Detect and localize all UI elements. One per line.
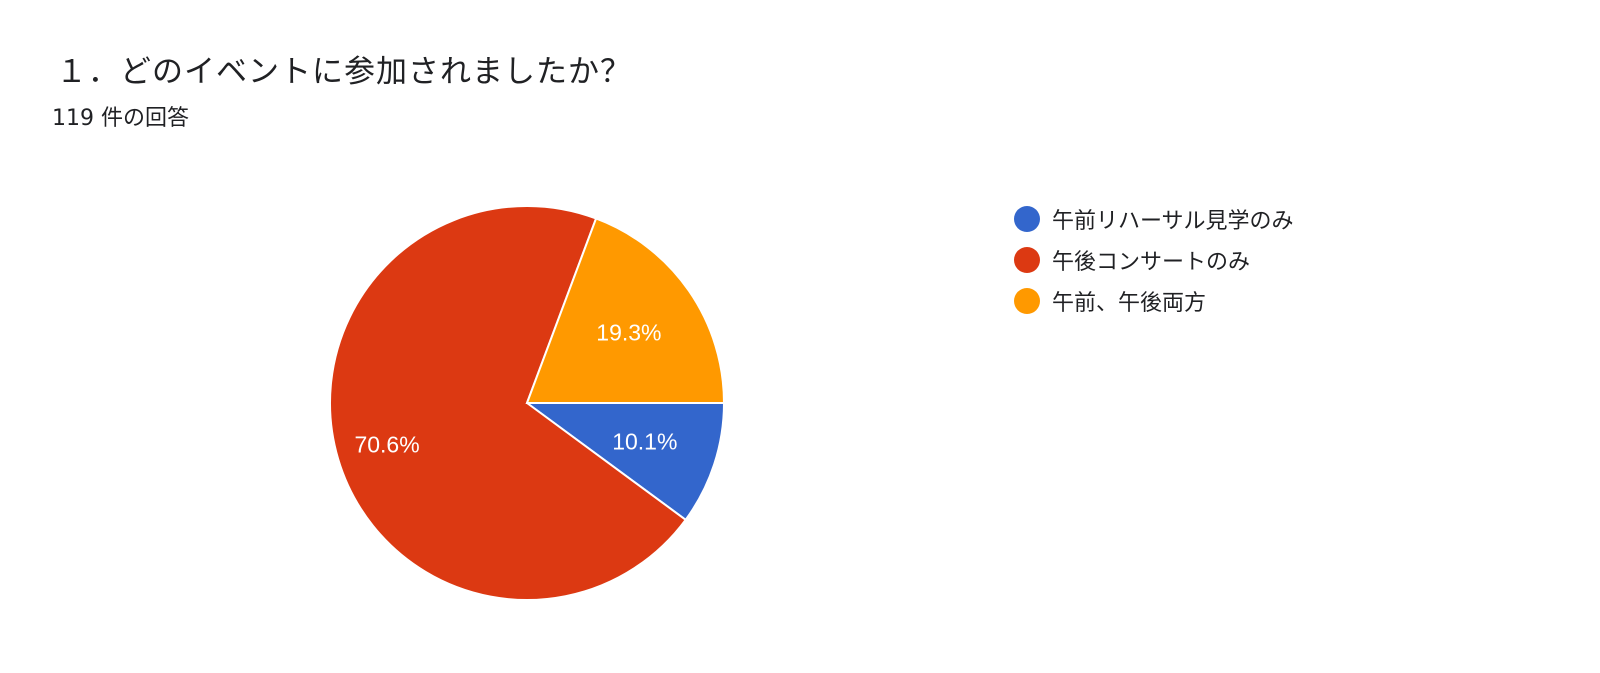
pie-slice-labels: 10.1% 70.6% 19.3% xyxy=(354,319,677,457)
legend-swatch-icon xyxy=(1014,246,1040,273)
pie-slice-label: 70.6% xyxy=(354,432,419,458)
response-count: 119 件の回答 xyxy=(52,106,189,131)
legend-swatch-icon xyxy=(1014,287,1040,314)
legend-label: 午後コンサートのみ xyxy=(1052,249,1251,275)
chart-legend: 午前リハーサル見学のみ 午後コンサートのみ 午前、午後両方 xyxy=(1014,198,1294,321)
legend-item[interactable]: 午前リハーサル見学のみ xyxy=(1014,198,1294,239)
pie-slice[interactable] xyxy=(523,402,726,522)
legend-item[interactable]: 午後コンサートのみ xyxy=(1014,239,1294,280)
pie-slice[interactable] xyxy=(329,205,688,601)
legend-label: 午前、午後両方 xyxy=(1052,290,1207,316)
legend-item[interactable]: 午前、午後両方 xyxy=(1014,280,1294,321)
legend-swatch-icon xyxy=(1014,205,1040,232)
pie-slices xyxy=(329,205,726,601)
question-title: １．どのイベントに参加されましたか？ xyxy=(56,54,632,90)
pie-slice[interactable] xyxy=(525,217,726,404)
legend-label: 午前リハーサル見学のみ xyxy=(1052,208,1294,234)
pie-slice-label: 10.1% xyxy=(612,429,677,455)
pie-slice-label: 19.3% xyxy=(596,319,661,345)
